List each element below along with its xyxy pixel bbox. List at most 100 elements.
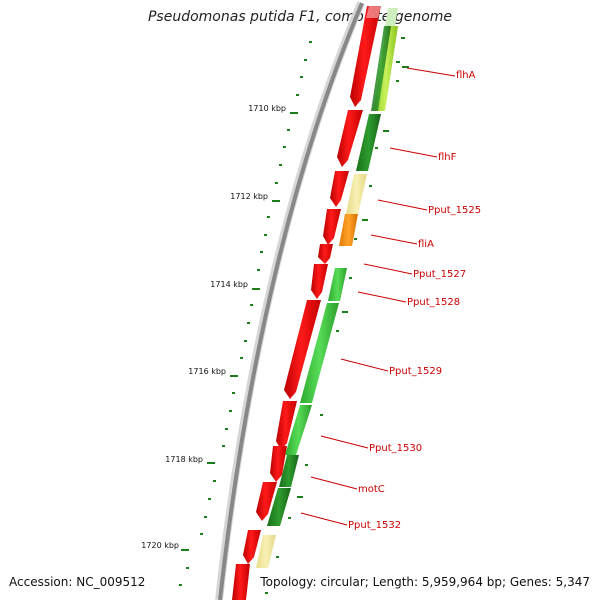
leader-line	[310, 476, 358, 490]
feature-dash	[401, 37, 405, 39]
scale-major-ticks: 1710 kbp 1712 kbp 1714 kbp 1716 kbp 1718…	[141, 104, 298, 551]
feature-dash	[375, 147, 378, 149]
feature-dash	[383, 130, 389, 132]
feature-dash	[320, 414, 323, 416]
gene-label-pput-1527[interactable]: Pput_1527	[413, 269, 466, 280]
scale-dot	[179, 584, 182, 586]
scale-dot	[204, 516, 207, 518]
scale-dot	[304, 59, 307, 61]
leader-line	[357, 291, 407, 303]
gene-block	[300, 303, 339, 403]
scale-dot	[247, 322, 250, 324]
scale-dot	[232, 392, 235, 394]
gene-track	[256, 8, 398, 568]
scale-dot	[279, 164, 282, 166]
leader-line	[340, 358, 389, 372]
cds-arrow	[243, 530, 261, 564]
feature-dash	[349, 277, 352, 279]
major-tick	[230, 375, 238, 377]
gene-label-pput-1532[interactable]: Pput_1532	[348, 520, 401, 531]
gene-block	[267, 488, 291, 526]
feature-dash	[396, 80, 399, 82]
genome-summary-text: Topology: circular; Length: 5,959,964 bp…	[260, 575, 590, 589]
scale-dot	[200, 533, 203, 535]
tick-label: 1714 kbp	[210, 280, 248, 289]
cds-arrow	[284, 300, 321, 399]
cds-arrow	[350, 6, 381, 107]
leader-line	[320, 435, 369, 449]
gene-label-pput-1525[interactable]: Pput_1525	[428, 205, 481, 216]
scale-dot	[264, 234, 267, 236]
gene-label-fliA[interactable]: fliA	[418, 239, 434, 250]
cds-arrow	[311, 264, 328, 299]
scale-dot	[250, 304, 253, 306]
leader-line	[370, 234, 418, 245]
major-tick	[252, 288, 260, 290]
scale-dot	[296, 94, 299, 96]
scale-dot	[257, 269, 260, 271]
leader-line	[389, 147, 438, 158]
feature-dash	[288, 517, 291, 519]
gene-labels: flhA flhF Pput_1525 fliA Pput_1527 Pput_…	[348, 70, 481, 531]
cds-arrow	[337, 110, 363, 167]
gene-block	[356, 114, 381, 171]
scale-dot	[283, 146, 286, 148]
gene-label-flhA[interactable]: flhA	[456, 70, 476, 81]
cds-arrow	[318, 244, 333, 264]
feature-dash	[362, 219, 368, 221]
feature-dash	[402, 66, 409, 68]
gene-label-motC[interactable]: motC	[358, 484, 385, 495]
gene-block	[385, 8, 398, 26]
feature-dash	[297, 496, 303, 498]
gene-label-flhF[interactable]: flhF	[438, 152, 457, 163]
backbone-shadow	[215, 1, 365, 600]
gene-label-pput-1528[interactable]: Pput_1528	[407, 297, 460, 308]
scale-dot	[240, 357, 243, 359]
tick-label: 1718 kbp	[165, 455, 203, 464]
scale-dot	[213, 480, 216, 482]
tick-label: 1712 kbp	[230, 192, 268, 201]
accession-text: Accession: NC_009512	[9, 575, 146, 589]
feature-dashes	[265, 37, 409, 594]
leader-line	[363, 263, 413, 275]
gene-label-pput-1530[interactable]: Pput_1530	[369, 443, 422, 454]
scale-dot	[225, 428, 228, 430]
scale-dot	[244, 340, 247, 342]
cds-highlight	[366, 6, 381, 18]
gene-block	[346, 174, 367, 214]
scale-dot	[275, 182, 278, 184]
cds-track	[232, 6, 381, 600]
feature-dash	[265, 592, 268, 594]
feature-dash	[396, 61, 400, 63]
feature-dash	[354, 238, 357, 240]
cds-arrow	[323, 209, 341, 245]
scale-dot	[300, 76, 303, 78]
scale-dot	[208, 498, 211, 500]
scale-dot	[229, 410, 232, 412]
cds-arrow	[270, 446, 287, 482]
feature-dash	[369, 185, 372, 187]
major-tick	[290, 112, 298, 114]
leader-line	[406, 67, 456, 77]
gene-block	[279, 455, 299, 487]
gene-block	[371, 26, 391, 111]
scale-dot	[267, 216, 270, 218]
scale-dot	[287, 129, 290, 131]
leader-line	[300, 512, 348, 526]
scale-dot	[309, 41, 312, 43]
major-tick	[181, 549, 189, 551]
gene-block	[328, 268, 347, 301]
tick-label: 1710 kbp	[248, 104, 286, 113]
gene-label-pput-1529[interactable]: Pput_1529	[389, 366, 442, 377]
backbone	[218, 2, 364, 600]
scale-ruler	[179, 41, 312, 586]
cds-arrow	[232, 564, 250, 600]
tick-label: 1720 kbp	[141, 541, 179, 550]
cds-arrow	[256, 482, 277, 521]
leader-line	[377, 199, 428, 211]
label-leaders	[300, 67, 456, 526]
cds-arrow	[330, 171, 349, 207]
tick-label: 1716 kbp	[188, 367, 226, 376]
